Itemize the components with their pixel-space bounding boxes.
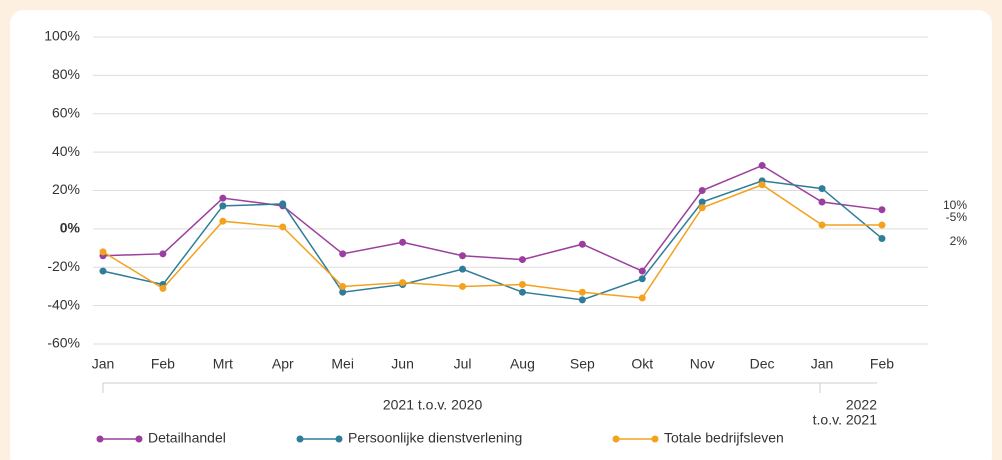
legend-dot [612, 435, 620, 443]
data-point [219, 217, 227, 225]
data-point [159, 284, 167, 292]
series-line [102, 183, 882, 299]
data-point [758, 181, 766, 189]
data-point [339, 288, 347, 296]
value-label: 2% [950, 234, 968, 248]
x-tick-label: Dec [750, 356, 775, 372]
y-tick-label: -60% [47, 335, 80, 351]
data-point [518, 256, 526, 264]
card [10, 10, 992, 460]
data-point [339, 282, 347, 290]
x-tick-label: Mei [331, 356, 354, 372]
data-point [578, 296, 586, 304]
x-tick-label: Jul [454, 356, 472, 372]
legend-label: Totale bedrijfsleven [664, 430, 784, 446]
data-point [818, 221, 826, 229]
y-tick-label: -40% [47, 296, 80, 312]
data-point [818, 198, 826, 206]
data-point [518, 281, 526, 289]
data-point [758, 162, 766, 170]
data-point [518, 288, 526, 296]
data-point [459, 252, 467, 260]
legend-dot [651, 435, 659, 443]
y-tick-label: 60% [52, 104, 80, 120]
data-point [698, 187, 706, 194]
data-point [878, 206, 886, 214]
data-point [818, 185, 826, 193]
legend-label: Persoonlijke dienstverlening [348, 430, 522, 446]
y-tick-label: 0% [60, 220, 81, 236]
group-label: t.o.v. 2021 [813, 412, 878, 428]
legend-dot [296, 435, 304, 443]
data-point [578, 240, 586, 248]
data-point [219, 194, 227, 202]
y-tick-label: 20% [52, 181, 80, 197]
group-label: 2021 t.o.v. 2020 [383, 397, 483, 413]
x-tick-label: Mrt [213, 356, 233, 372]
y-tick-label: 80% [52, 66, 80, 82]
y-tick-label: -20% [47, 258, 80, 274]
data-point [698, 198, 706, 206]
group-label: 2022 [846, 397, 877, 413]
value-label: 10% [943, 198, 967, 212]
y-tick-label: 40% [52, 143, 80, 159]
series-line [102, 164, 883, 273]
data-point [638, 294, 646, 302]
data-point [339, 250, 347, 258]
data-point [878, 221, 886, 229]
x-tick-label: Sep [570, 356, 595, 372]
x-tick-label: Jan [92, 356, 115, 372]
data-point [459, 265, 467, 273]
data-point [399, 279, 407, 287]
data-point [279, 200, 287, 208]
data-point [459, 282, 467, 290]
series-line [102, 180, 883, 301]
data-point [698, 204, 706, 212]
legend-item: Totale bedrijfsleven [612, 430, 784, 446]
x-tick-label: Okt [631, 356, 653, 372]
data-point [99, 248, 107, 256]
data-point [99, 267, 107, 275]
value-label: -5% [946, 210, 968, 224]
legend-dot [335, 435, 343, 443]
x-tick-label: Jun [391, 356, 414, 372]
x-tick-label: Feb [870, 356, 894, 372]
x-tick-label: Aug [510, 356, 535, 372]
data-point [219, 202, 227, 210]
x-tick-label: Jan [811, 356, 834, 372]
data-point [159, 250, 167, 258]
legend-dot [135, 435, 143, 443]
x-tick-label: Feb [151, 356, 175, 372]
x-tick-label: Apr [272, 356, 294, 372]
data-point [638, 267, 646, 275]
legend-dot [96, 435, 104, 443]
legend-label: Detailhandel [148, 430, 226, 446]
data-point [578, 288, 586, 296]
data-point [638, 275, 646, 283]
data-point [279, 223, 287, 231]
data-point [399, 238, 407, 246]
x-tick-label: Nov [690, 356, 715, 372]
legend-item: Detailhandel [96, 430, 226, 446]
y-tick-label: 100% [44, 28, 80, 44]
legend-item: Persoonlijke dienstverlening [296, 430, 522, 446]
data-point [878, 234, 886, 242]
